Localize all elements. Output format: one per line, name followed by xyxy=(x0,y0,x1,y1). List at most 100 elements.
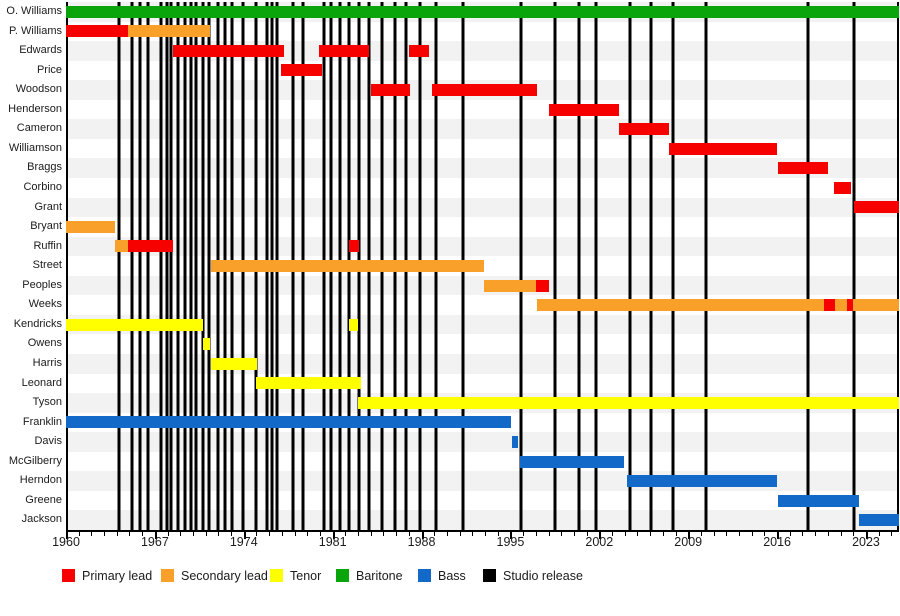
axis-tick xyxy=(688,532,691,539)
axis-tick-label: 1988 xyxy=(407,535,436,549)
member-bar-segment xyxy=(846,299,854,312)
axis-tick xyxy=(218,532,220,536)
axis-tick xyxy=(408,532,410,536)
axis-tick xyxy=(180,532,182,536)
axis-tick-label: 1981 xyxy=(318,535,347,549)
axis-tick-label: 1967 xyxy=(140,535,169,549)
axis-tick xyxy=(192,532,194,536)
axis-tick xyxy=(713,532,715,536)
studio-release-line xyxy=(577,2,581,530)
member-label: Jackson xyxy=(21,513,62,526)
member-bar-segment xyxy=(128,240,174,253)
studio-release-line xyxy=(649,2,653,530)
member-bar-segment xyxy=(511,436,519,448)
axis-tick xyxy=(726,532,728,536)
axis-tick xyxy=(700,532,702,536)
member-bar-segment xyxy=(548,103,619,116)
member-bar-segment xyxy=(66,5,899,18)
axis-tick xyxy=(459,532,461,536)
axis-tick xyxy=(485,532,487,536)
axis-tick xyxy=(878,532,880,536)
member-label: Greene xyxy=(25,493,62,506)
member-bar-segment xyxy=(66,318,204,331)
member-label: Leonard xyxy=(21,376,62,389)
studio-release-line xyxy=(671,2,675,530)
member-bar-segment xyxy=(619,123,670,136)
axis-tick xyxy=(116,532,118,536)
legend-swatch-bass xyxy=(418,569,431,582)
axis-tick xyxy=(548,532,550,536)
axis-tick-label: 1960 xyxy=(52,535,80,549)
member-bar-segment xyxy=(537,299,899,312)
row-stripe xyxy=(66,158,899,178)
axis-tick xyxy=(129,532,131,536)
axis-tick xyxy=(751,532,753,536)
axis-tick xyxy=(675,532,677,536)
axis-tick xyxy=(319,532,321,536)
member-label: Weeks xyxy=(28,298,62,311)
studio-release-line xyxy=(169,2,173,530)
member-bar-segment xyxy=(66,416,512,429)
axis-tick xyxy=(777,532,780,539)
row-stripe xyxy=(66,119,899,139)
axis-tick xyxy=(840,532,842,536)
member-label: Street xyxy=(32,259,62,272)
axis-tick xyxy=(205,532,207,536)
studio-release-line xyxy=(852,2,856,530)
member-bar-segment xyxy=(824,299,835,312)
axis-tick xyxy=(827,532,829,536)
legend-swatch-release xyxy=(483,569,496,582)
legend-label: Studio release xyxy=(503,569,583,583)
studio-release-line xyxy=(189,2,193,530)
axis-tick xyxy=(472,532,474,536)
axis-tick xyxy=(281,532,283,536)
axis-tick xyxy=(612,532,614,536)
member-label: Tyson xyxy=(32,396,62,409)
axis-tick xyxy=(662,532,664,536)
row-stripe xyxy=(66,432,899,452)
member-label: Grant xyxy=(34,200,62,213)
member-bar-segment xyxy=(255,377,361,390)
axis-tick xyxy=(764,532,766,536)
studio-release-line xyxy=(165,2,169,530)
row-stripe xyxy=(66,354,899,374)
legend-label: Bass xyxy=(438,569,466,583)
plot-area xyxy=(66,2,899,530)
member-bar-segment xyxy=(349,240,359,253)
studio-release-line xyxy=(201,2,205,530)
studio-release-line xyxy=(553,2,557,530)
axis-tick xyxy=(497,532,499,536)
axis-tick xyxy=(789,532,791,536)
axis-tick xyxy=(396,532,398,536)
row-stripe xyxy=(66,236,899,257)
axis-tick xyxy=(624,532,626,536)
axis-tick xyxy=(332,532,335,539)
legend-swatch-tenor xyxy=(270,569,283,582)
axis-tick xyxy=(446,532,448,536)
member-bar-segment xyxy=(66,25,129,38)
member-bar-segment xyxy=(348,318,359,331)
axis-tick xyxy=(294,532,296,536)
member-label: Williamson xyxy=(8,141,62,154)
legend-label: Baritone xyxy=(356,569,403,583)
member-bar-segment xyxy=(627,475,778,488)
axis-tick xyxy=(650,532,652,536)
axis-tick xyxy=(243,532,246,539)
row-stripe xyxy=(66,197,899,218)
axis-tick xyxy=(535,532,537,536)
member-bar-segment xyxy=(203,338,211,351)
legend-swatch-baritone xyxy=(336,569,349,582)
axis-tick-label: 2009 xyxy=(674,535,703,549)
studio-release-line xyxy=(704,2,708,530)
studio-release-line xyxy=(194,2,198,530)
axis-tick xyxy=(358,532,360,536)
member-label: Edwards xyxy=(19,44,62,57)
member-label: McGilberry xyxy=(8,454,62,467)
member-bar-segment xyxy=(536,279,549,292)
studio-release-line xyxy=(117,2,121,530)
axis-tick xyxy=(865,532,868,539)
member-bar-segment xyxy=(210,357,258,370)
member-label: Corbino xyxy=(23,181,62,193)
axis-tick-label: 2023 xyxy=(852,535,880,549)
